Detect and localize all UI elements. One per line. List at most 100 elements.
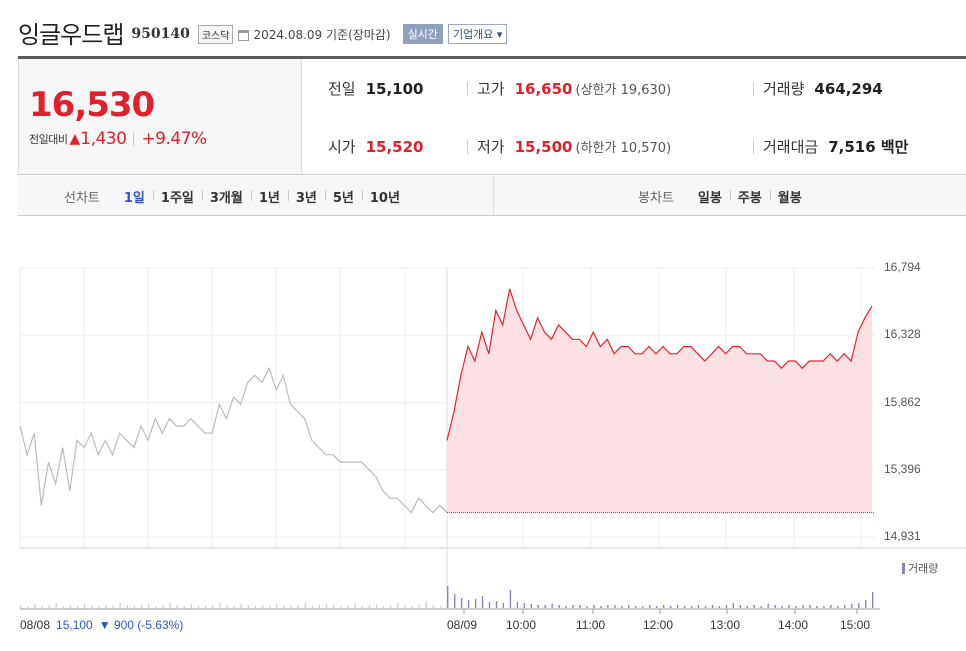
volume-bar xyxy=(290,606,292,608)
prev-close-label: 전일 xyxy=(328,80,356,98)
volume-bar xyxy=(488,602,491,608)
volume-bar xyxy=(837,606,839,608)
x-axis-label: 08/09 xyxy=(447,618,478,632)
volume-bar xyxy=(830,605,832,608)
volume-bar xyxy=(84,604,86,608)
volume-bar xyxy=(48,605,50,608)
volume-bar xyxy=(544,605,546,608)
volume-bar xyxy=(795,606,797,608)
volume-bar xyxy=(872,592,874,608)
tab-line-chart-1[interactable]: 1주일 xyxy=(152,187,202,206)
volume-bar xyxy=(495,601,498,608)
x-axis-label: 15:00 xyxy=(840,618,871,632)
volume-bar xyxy=(262,605,264,608)
volume-bar xyxy=(69,605,71,608)
volume-bar xyxy=(397,603,399,608)
high-cell: 고가 16,650 (상한가 19,630) xyxy=(477,78,671,99)
volume-bar xyxy=(865,600,867,608)
volume-bar xyxy=(304,603,306,608)
tab-line-chart-2[interactable]: 3개월 xyxy=(201,187,251,206)
volume-bar xyxy=(375,604,377,608)
volume-bar xyxy=(183,606,185,608)
prev-day-close: 15,100 xyxy=(56,618,93,632)
volume-bar xyxy=(382,606,385,608)
high-value: 16,650 xyxy=(514,79,573,98)
volume-bar xyxy=(62,606,64,608)
volume-bar xyxy=(55,603,57,608)
volume-bar xyxy=(607,605,609,608)
change-separator xyxy=(133,132,135,146)
volume-bar xyxy=(537,605,539,608)
volume-bar xyxy=(76,606,79,608)
volume-bar xyxy=(133,606,136,608)
volume-bar xyxy=(169,603,171,608)
volume-bar xyxy=(628,605,630,608)
volume-bar xyxy=(311,606,313,608)
cell-separator xyxy=(467,140,468,154)
volume-bar xyxy=(447,603,449,608)
volume-bar xyxy=(704,606,707,608)
company-overview-button[interactable]: 기업개요 ▾ xyxy=(447,24,508,44)
tab-candle-chart-1[interactable]: 주봉 xyxy=(729,187,770,206)
volume-bar xyxy=(318,605,321,608)
volume-bar xyxy=(663,605,665,608)
volume-bar xyxy=(105,605,107,608)
volume-bar xyxy=(34,604,36,608)
volume-value: 464,294 xyxy=(814,79,883,98)
volume-bar xyxy=(614,605,616,608)
date-text: 2024.08.09 기준(장마감) xyxy=(253,27,391,42)
tab-line-chart-6[interactable]: 10년 xyxy=(361,187,408,206)
volume-bar xyxy=(670,606,672,608)
volume-bar xyxy=(530,604,532,608)
tab-candle-chart-2[interactable]: 월봉 xyxy=(769,187,810,206)
low-label: 저가 xyxy=(477,138,505,156)
current-price: 16,530 xyxy=(29,85,155,125)
y-tick-label: 14,931 xyxy=(884,529,921,543)
stock-name: 잉글우드랩 xyxy=(18,20,124,49)
volume-bar xyxy=(212,605,214,608)
volume-bar xyxy=(454,594,456,608)
volume-bar xyxy=(361,606,363,608)
tab-line-chart-0[interactable]: 1일 xyxy=(123,190,145,206)
tab-line-chart-3[interactable]: 1년 xyxy=(250,187,288,206)
change-label: 전일대비 xyxy=(29,133,68,146)
cell-separator xyxy=(753,140,754,154)
x-axis-label: 10:00 xyxy=(506,618,537,632)
volume-bar xyxy=(112,606,114,608)
realtime-button[interactable]: 실시간 xyxy=(402,24,443,44)
trade-value-label: 거래대금 xyxy=(763,138,819,156)
x-axis-label: 11:00 xyxy=(576,618,606,632)
x-axis-label: 14:00 xyxy=(778,618,809,632)
volume-bar xyxy=(411,606,413,608)
volume-bar xyxy=(816,606,818,608)
volume-bar xyxy=(649,605,651,608)
prev-day-date: 08/08 xyxy=(20,618,51,632)
candle-chart-tabs: 봉차트 일봉 주봉 월봉 xyxy=(638,176,810,216)
tab-line-chart-5[interactable]: 5년 xyxy=(324,187,362,206)
low-value: 15,500 xyxy=(514,137,573,156)
volume-bar xyxy=(447,586,449,608)
low-cell: 저가 15,500 (하한가 10,570) xyxy=(477,136,671,157)
volume-bar xyxy=(732,603,735,608)
volume-bar xyxy=(858,603,860,608)
volume-bar xyxy=(516,602,519,608)
volume-bar xyxy=(572,605,574,608)
volume-bar xyxy=(725,605,728,608)
volume-bar xyxy=(176,605,178,608)
tab-candle-chart-0[interactable]: 일봉 xyxy=(697,190,722,206)
tab-line-chart-4[interactable]: 3년 xyxy=(287,187,325,206)
volume-legend: 거래량 xyxy=(902,560,938,576)
volume-label: 거래량 xyxy=(763,80,805,98)
volume-bar xyxy=(197,605,200,608)
volume-bar xyxy=(432,605,434,608)
volume-bar xyxy=(219,602,221,608)
volume-bar xyxy=(340,606,342,608)
volume-bar xyxy=(354,603,356,608)
prev-close-cell: 전일 15,100 xyxy=(328,78,424,99)
volume-bar xyxy=(781,606,783,608)
open-cell: 시가 15,520 xyxy=(328,136,424,157)
volume-bar xyxy=(91,605,93,608)
volume-bar xyxy=(823,606,825,608)
volume-bar xyxy=(205,606,207,608)
volume-bar xyxy=(509,590,512,608)
